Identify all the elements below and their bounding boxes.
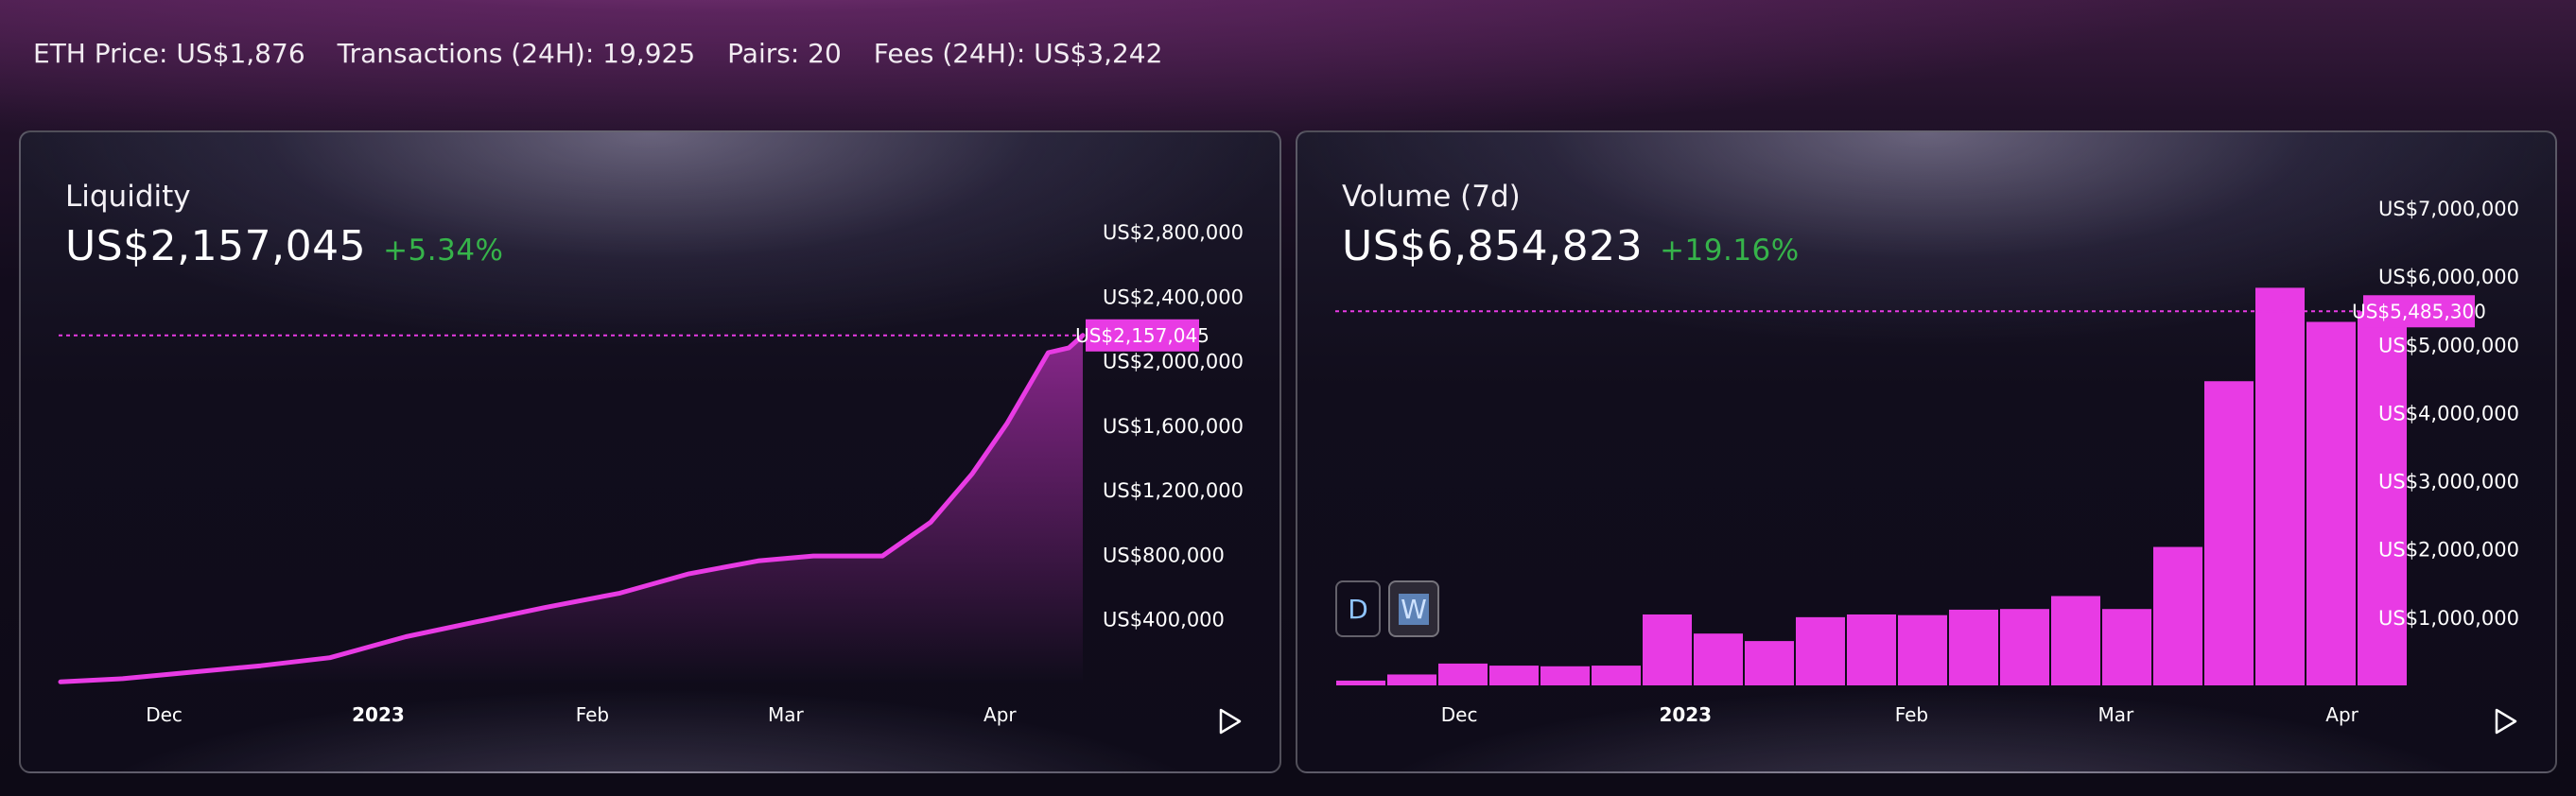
liquidity-y-tick: US$1,600,000 bbox=[1103, 415, 1244, 438]
volume-y-tick: US$6,000,000 bbox=[2378, 266, 2519, 288]
liquidity-change: +5.34% bbox=[383, 234, 504, 268]
volume-y-tick: US$5,000,000 bbox=[2378, 334, 2519, 356]
liquidity-y-tick: US$2,800,000 bbox=[1103, 221, 1244, 244]
liquidity-title: Liquidity bbox=[65, 180, 191, 214]
volume-value-row: US$6,854,823 +19.16% bbox=[1342, 222, 1800, 270]
volume-bar bbox=[1694, 633, 1743, 685]
volume-bar bbox=[2102, 609, 2151, 685]
volume-y-tick: US$7,000,000 bbox=[2378, 198, 2519, 220]
daily-toggle-button[interactable]: D bbox=[1335, 580, 1381, 637]
volume-chart[interactable]: US$1,000,000 US$2,000,000 US$3,000,000 US$4… bbox=[1297, 132, 2557, 773]
transactions-stat: Transactions (24H): 19,925 bbox=[337, 37, 696, 69]
volume-bar bbox=[1745, 641, 1794, 685]
volume-bar bbox=[2204, 381, 2254, 685]
liquidity-chart[interactable]: US$400,000 US$800,000 US$1,200,000 US$1,600… bbox=[21, 132, 1281, 773]
volume-bar bbox=[1796, 616, 1845, 685]
liquidity-play-button[interactable] bbox=[1215, 707, 1244, 735]
volume-bar bbox=[1592, 666, 1641, 685]
volume-x-tick: 2023 bbox=[1659, 703, 1712, 726]
volume-bar bbox=[2153, 546, 2202, 685]
pairs-stat: Pairs: 20 bbox=[727, 37, 842, 69]
volume-bar bbox=[1489, 666, 1539, 685]
volume-y-tick: US$1,000,000 bbox=[2378, 607, 2519, 630]
liquidity-x-tick: Mar bbox=[768, 703, 805, 726]
stats-bar: ETH Price: US$1,876 Transactions (24H): … bbox=[33, 34, 1194, 72]
volume-bar bbox=[1643, 614, 1692, 685]
volume-bar bbox=[2306, 321, 2356, 685]
volume-bar bbox=[1438, 663, 1488, 685]
liquidity-x-tick: Dec bbox=[146, 703, 183, 726]
liquidity-y-tick: US$2,400,000 bbox=[1103, 286, 1244, 308]
liquidity-y-tick: US$800,000 bbox=[1103, 544, 1225, 566]
volume-y-tick: US$3,000,000 bbox=[2378, 471, 2519, 493]
volume-y-tick: US$2,000,000 bbox=[2378, 539, 2519, 562]
volume-value: US$6,854,823 bbox=[1342, 222, 1644, 270]
volume-current-badge bbox=[2363, 295, 2475, 328]
fees-stat: Fees (24H): US$3,242 bbox=[873, 37, 1163, 69]
play-icon bbox=[1219, 708, 1242, 735]
liquidity-x-tick: Feb bbox=[576, 703, 609, 726]
volume-x-tick: Feb bbox=[1895, 703, 1928, 726]
volume-current-label: US$5,485,300 bbox=[2352, 300, 2486, 322]
volume-bar bbox=[1336, 680, 1385, 685]
liquidity-y-tick: US$2,000,000 bbox=[1103, 351, 1244, 373]
volume-bar bbox=[2051, 596, 2100, 685]
volume-change: +19.16% bbox=[1660, 234, 1800, 268]
liquidity-area bbox=[61, 335, 1083, 684]
volume-bar bbox=[1540, 666, 1590, 685]
liquidity-current-badge bbox=[1086, 319, 1199, 352]
weekly-toggle-label: W bbox=[1399, 593, 1429, 625]
liquidity-value: US$2,157,045 bbox=[65, 222, 367, 270]
volume-x-tick: Mar bbox=[2098, 703, 2135, 726]
volume-title: Volume (7d) bbox=[1342, 180, 1521, 214]
play-icon bbox=[2495, 708, 2517, 735]
volume-x-tick: Dec bbox=[1441, 703, 1478, 726]
volume-bar bbox=[2358, 311, 2407, 685]
volume-play-button[interactable] bbox=[2491, 707, 2519, 735]
volume-bar bbox=[1898, 614, 1947, 685]
volume-y-tick: US$4,000,000 bbox=[2378, 402, 2519, 424]
liquidity-line bbox=[58, 333, 1086, 684]
liquidity-x-tick: 2023 bbox=[352, 703, 405, 726]
volume-bar bbox=[2000, 609, 2049, 685]
volume-bar bbox=[1387, 674, 1436, 685]
liquidity-y-tick: US$400,000 bbox=[1103, 609, 1225, 632]
liquidity-y-tick: US$1,200,000 bbox=[1103, 479, 1244, 502]
liquidity-current-label: US$2,157,045 bbox=[1075, 324, 1210, 347]
daily-toggle-label: D bbox=[1348, 593, 1368, 625]
liquidity-value-row: US$2,157,045 +5.34% bbox=[65, 222, 504, 270]
liquidity-x-tick: Apr bbox=[983, 703, 1017, 726]
liquidity-card: Liquidity US$2,157,045 +5.34% US$400,000 U… bbox=[19, 130, 1281, 773]
volume-card: Volume (7d) US$6,854,823 +19.16% US$1,000… bbox=[1296, 130, 2557, 773]
volume-bar bbox=[1847, 614, 1896, 685]
weekly-toggle-button[interactable]: W bbox=[1388, 580, 1439, 637]
eth-price-stat: ETH Price: US$1,876 bbox=[33, 37, 305, 69]
volume-bar bbox=[2255, 287, 2305, 685]
volume-bar bbox=[1949, 609, 1998, 685]
volume-x-tick: Apr bbox=[2325, 703, 2358, 726]
